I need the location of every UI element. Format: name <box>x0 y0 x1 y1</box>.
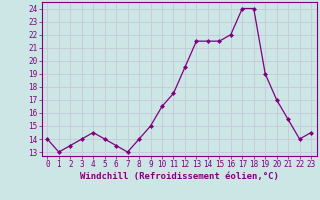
X-axis label: Windchill (Refroidissement éolien,°C): Windchill (Refroidissement éolien,°C) <box>80 172 279 181</box>
